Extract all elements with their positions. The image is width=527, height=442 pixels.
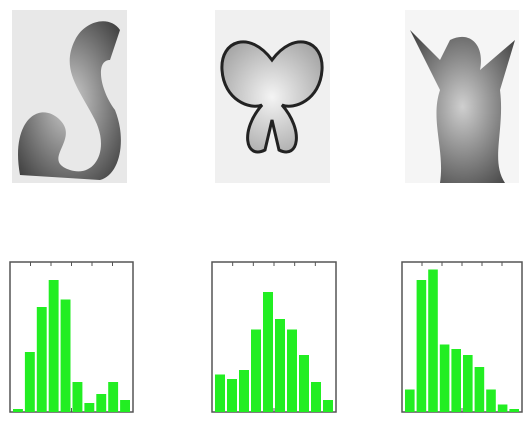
bar (428, 270, 438, 413)
figure (0, 0, 527, 442)
bar (323, 400, 333, 412)
bar (73, 382, 83, 412)
bar (405, 390, 415, 413)
bar (37, 307, 47, 412)
bar (440, 345, 450, 413)
bar (49, 280, 59, 412)
bar (299, 355, 309, 412)
image-butterfly (215, 10, 330, 183)
bar (486, 390, 496, 413)
bar (451, 349, 461, 412)
bar (239, 370, 249, 412)
image-statue (405, 10, 519, 183)
bar (215, 375, 225, 413)
bar (84, 403, 94, 412)
bar (227, 379, 237, 412)
bar (251, 330, 261, 413)
bar (311, 382, 321, 412)
bar (61, 300, 71, 413)
bar (13, 409, 23, 412)
bar (25, 352, 35, 412)
bar (498, 405, 508, 413)
bar (108, 382, 118, 412)
bar (475, 367, 485, 412)
bar (120, 400, 130, 412)
bar (263, 292, 273, 412)
bar (417, 280, 427, 412)
bar (96, 394, 106, 412)
image-dragon (12, 10, 127, 183)
bar (509, 409, 519, 412)
bar (275, 319, 285, 412)
bar (463, 355, 473, 412)
bar (287, 330, 297, 413)
